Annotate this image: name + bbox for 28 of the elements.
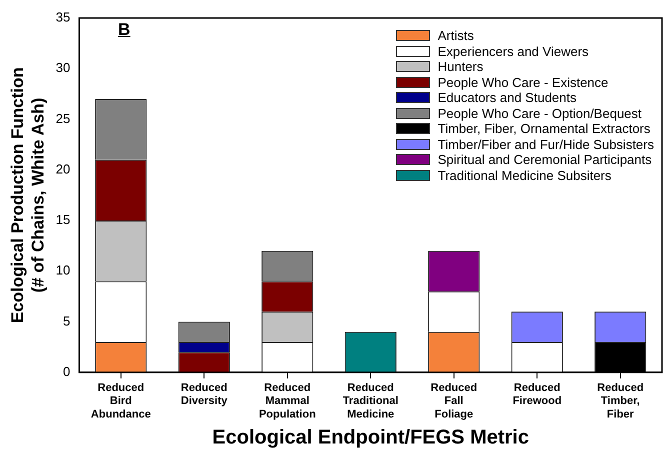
x-tick-label: Reduced Mammal Population bbox=[258, 382, 316, 420]
x-tick-label: Reduced Bird Abundance bbox=[90, 382, 151, 420]
legend-label: Artists bbox=[438, 28, 474, 44]
x-tick-label: Reduced Diversity bbox=[180, 382, 228, 408]
y-tick-label: 20 bbox=[56, 161, 70, 176]
legend-label: People Who Care - Existence bbox=[438, 74, 608, 90]
y-tick-label: 10 bbox=[56, 262, 70, 278]
legend-label: Timber, Fiber, Ornamental Extractors bbox=[438, 121, 650, 136]
x-axis-title: Ecological Endpoint/FEGS Metric bbox=[212, 426, 529, 449]
y-axis-title: Ecological Production Function (# of Chains, White Ash) bbox=[8, 67, 48, 324]
legend-label: Spiritual and Ceremonial Participants bbox=[438, 152, 652, 168]
y-tick-label: 5 bbox=[63, 313, 70, 328]
legend-label: People Who Care - Option/Bequest bbox=[438, 106, 642, 121]
y-tick-label: 35 bbox=[56, 10, 70, 25]
x-tick-label: Reduced Traditional Medicine bbox=[342, 382, 398, 420]
y-tick-label: 30 bbox=[56, 60, 70, 76]
x-tick-label: Reduced Timber, Fiber bbox=[597, 382, 644, 420]
legend-label: Traditional Medicine Subsiters bbox=[438, 168, 612, 183]
y-tick-label: 25 bbox=[56, 110, 70, 126]
x-tick-label: Reduced Fall Foliage bbox=[430, 382, 478, 420]
x-tick-label: Reduced Firewood bbox=[512, 382, 562, 408]
annotation: B bbox=[118, 20, 130, 40]
legend-label: Educators and Students bbox=[438, 90, 576, 106]
legend-label: Hunters bbox=[438, 59, 484, 74]
y-tick-label: 15 bbox=[56, 212, 70, 228]
legend-label: Experiencers and Viewers bbox=[438, 44, 589, 59]
y-tick-label: 0 bbox=[63, 364, 70, 379]
legend-label: Timber/Fiber and Fur/Hide Subsisters bbox=[438, 136, 654, 152]
